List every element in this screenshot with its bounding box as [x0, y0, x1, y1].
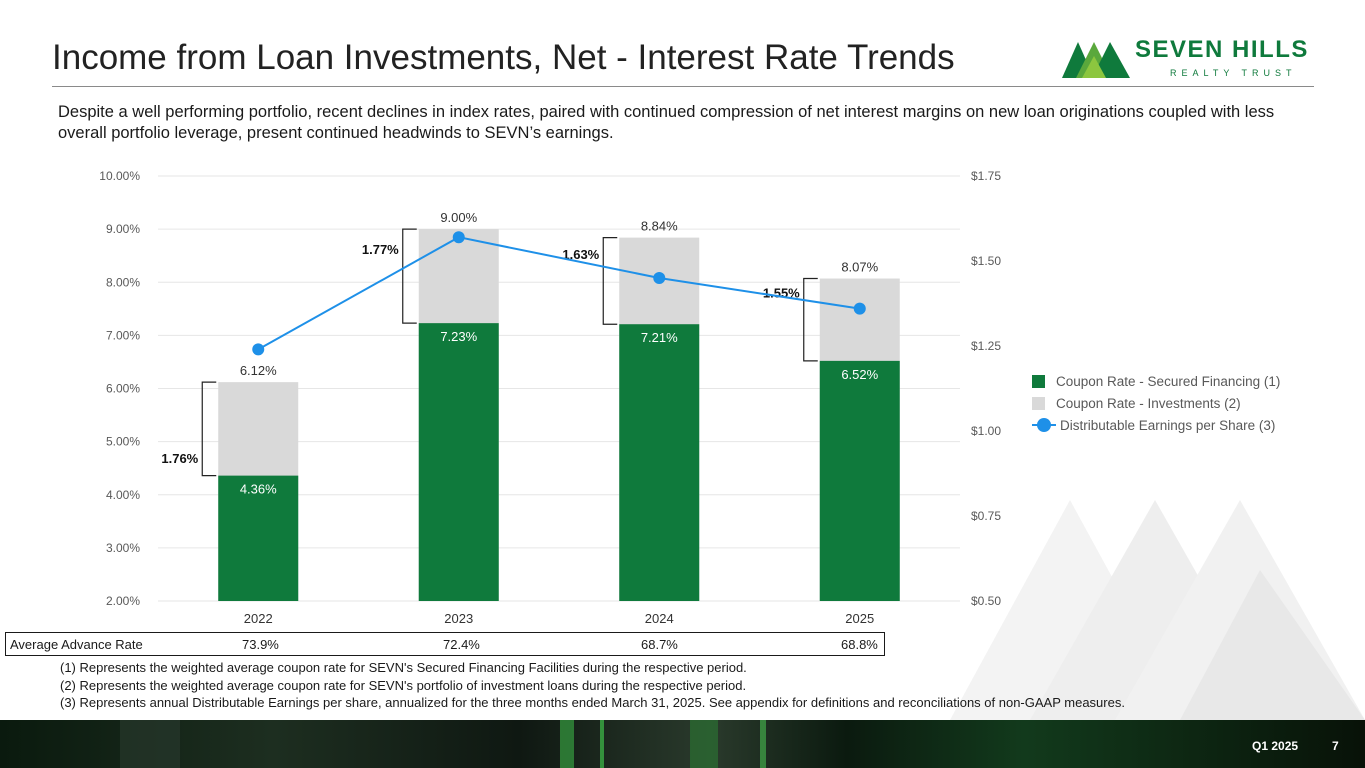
bar-secured-financing: [218, 475, 299, 601]
legend-item-investments: Coupon Rate - Investments (2): [1032, 392, 1280, 414]
earnings-point: [452, 231, 465, 244]
footer-banner: [0, 720, 1365, 768]
chart-legend: Coupon Rate - Secured Financing (1) Coup…: [1032, 370, 1280, 436]
spread-bracket: [803, 277, 818, 362]
y-right-tick-label: $1.00: [971, 424, 1001, 438]
interest-rate-chart: 2.00% 3.00% 4.00% 5.00% 6.00% 7.00% 8.00% 9.00%…: [99, 169, 1001, 626]
spread-label: 1.63%: [562, 247, 599, 262]
advance-rate-value: 72.4%: [443, 637, 480, 652]
spread-bracket: [402, 228, 417, 324]
legend-swatch-investments: [1032, 396, 1045, 410]
data-label-investments: 6.12%: [240, 363, 277, 378]
data-label-investments: 9.00%: [440, 210, 477, 225]
advance-rate-label: Average Advance Rate: [10, 637, 143, 652]
x-tick-label: 2024: [645, 611, 674, 626]
legend-label-earnings: Distributable Earnings per Share (3): [1060, 417, 1276, 433]
legend-item-earnings: Distributable Earnings per Share (3): [1032, 414, 1280, 436]
y-left-tick-label: 2.00%: [106, 594, 140, 608]
legend-item-secured: Coupon Rate - Secured Financing (1): [1032, 370, 1280, 392]
y-left-tick-label: 10.00%: [99, 169, 140, 183]
bar-secured-financing: [819, 360, 900, 601]
spread-bracket: [201, 381, 217, 477]
y-left-tick-label: 6.00%: [106, 382, 140, 396]
data-label-secured: 4.36%: [240, 482, 277, 497]
spread-label: 1.76%: [161, 451, 198, 466]
y-left-tick-label: 9.00%: [106, 222, 140, 236]
bar-secured-financing: [418, 323, 499, 601]
earnings-point: [653, 272, 666, 284]
footnotes: (1) Represents the weighted average coup…: [60, 659, 1125, 712]
earnings-point: [252, 343, 265, 356]
bar-secured-financing: [619, 324, 700, 601]
legend-swatch-earnings: [1032, 418, 1056, 432]
y-right-tick-label: $1.25: [971, 339, 1001, 353]
y-right-tick-label: $1.50: [971, 254, 1001, 268]
y-left-tick-label: 4.00%: [106, 488, 140, 502]
logo-wordmark: SEVEN HILLS: [1135, 36, 1309, 63]
legend-label-investments: Coupon Rate - Investments (2): [1056, 395, 1241, 411]
y-right-tick-label: $0.75: [971, 509, 1001, 523]
y-left-tick-label: 8.00%: [106, 275, 140, 289]
y-right-tick-label: $1.75: [971, 169, 1001, 183]
x-tick-label: 2022: [244, 611, 273, 626]
x-tick-label: 2025: [845, 611, 874, 626]
advance-rate-value: 68.8%: [841, 637, 878, 652]
spread-label: 1.55%: [763, 286, 800, 301]
spread-label: 1.77%: [362, 242, 399, 257]
footnote: (1) Represents the weighted average coup…: [60, 660, 747, 675]
data-label-investments: 8.07%: [841, 260, 878, 275]
footnote: (3) Represents annual Distributable Earn…: [60, 695, 1125, 710]
y-right-tick-label: $0.50: [971, 594, 1001, 608]
advance-rate-table: Average Advance Rate 73.9% 72.4% 68.7% 6…: [5, 632, 885, 656]
y-left-tick-label: 7.00%: [106, 328, 140, 342]
advance-rate-value: 68.7%: [641, 637, 678, 652]
company-logo: SEVEN HILLS REALTY TRUST: [1060, 36, 1320, 82]
y-left-tick-label: 5.00%: [106, 435, 140, 449]
data-label-secured: 6.52%: [841, 367, 878, 382]
x-tick-label: 2023: [444, 611, 473, 626]
data-label-secured: 7.23%: [440, 329, 477, 344]
y-left-tick-label: 3.00%: [106, 541, 140, 555]
title-divider: [52, 86, 1314, 87]
logo-tagline: REALTY TRUST: [1170, 68, 1297, 78]
earnings-line: [257, 236, 860, 351]
legend-swatch-secured: [1032, 374, 1045, 388]
footer-period: Q1 2025: [1252, 739, 1299, 753]
advance-rate-value: 73.9%: [242, 637, 279, 652]
data-label-investments: 8.84%: [641, 219, 678, 234]
page-number: 7: [1332, 739, 1339, 753]
earnings-point: [853, 302, 866, 315]
background-mountains: [950, 500, 1365, 720]
page-title: Income from Loan Investments, Net - Inte…: [52, 38, 955, 77]
legend-label-secured: Coupon Rate - Secured Financing (1): [1056, 373, 1281, 389]
mountain-logo-icon: [1062, 42, 1130, 78]
subtitle: Despite a well performing portfolio, rec…: [58, 103, 1275, 142]
footnote: (2) Represents the weighted average coup…: [60, 677, 747, 693]
spread-bracket: [602, 237, 618, 325]
data-label-secured: 7.21%: [641, 330, 678, 345]
